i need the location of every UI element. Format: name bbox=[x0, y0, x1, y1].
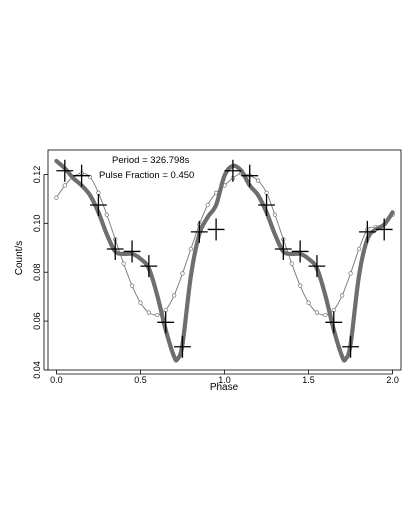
sine-model-marker bbox=[188, 246, 194, 252]
smoothed-light-curve bbox=[54, 158, 395, 363]
x-tick-label: 1.5 bbox=[302, 375, 315, 385]
plot-frame bbox=[47, 149, 402, 371]
sine-model-marker bbox=[348, 271, 353, 276]
x-tick-label: 0.5 bbox=[134, 375, 147, 385]
data-point bbox=[207, 218, 225, 241]
x-tick-label: 1.0 bbox=[218, 375, 231, 385]
data-point bbox=[224, 159, 242, 182]
sine-model-marker bbox=[155, 312, 160, 318]
sine-model-marker bbox=[121, 261, 126, 266]
sine-model-marker bbox=[297, 283, 303, 288]
sine-model-marker bbox=[314, 310, 320, 315]
data-point bbox=[241, 164, 259, 187]
data-point bbox=[258, 194, 275, 216]
data-point bbox=[140, 255, 158, 278]
sine-model-marker bbox=[289, 261, 294, 266]
y-tick-label: 0.10 bbox=[32, 215, 42, 233]
data-point bbox=[73, 164, 91, 187]
data-point bbox=[358, 220, 376, 243]
x-axis-label: Phase bbox=[210, 382, 239, 393]
sine-model-layer bbox=[54, 171, 395, 318]
data-points-layer bbox=[56, 159, 393, 358]
smooth-curve-layer bbox=[54, 158, 395, 363]
y-tick-label: 0.06 bbox=[32, 312, 42, 330]
y-tick-label: 0.12 bbox=[32, 166, 42, 184]
data-point bbox=[90, 194, 107, 216]
sine-model-marker bbox=[104, 212, 109, 217]
annotation-period: Period = 326.798s bbox=[112, 155, 190, 166]
data-point bbox=[106, 238, 124, 260]
data-point bbox=[123, 240, 141, 263]
data-point bbox=[325, 311, 343, 334]
sine-model-marker bbox=[306, 300, 311, 305]
data-point bbox=[375, 218, 393, 241]
data-point bbox=[56, 159, 74, 182]
sine-model-marker bbox=[205, 202, 210, 208]
sine-model-marker bbox=[138, 300, 143, 305]
data-point bbox=[157, 311, 175, 334]
sine-model-marker bbox=[62, 183, 67, 188]
sine-model-marker bbox=[340, 293, 345, 298]
y-tick-label: 0.04 bbox=[32, 361, 42, 379]
sine-model-marker bbox=[129, 283, 135, 288]
y-axis-label: Count/s bbox=[14, 241, 25, 275]
sine-model-marker bbox=[255, 178, 261, 183]
data-point bbox=[291, 240, 309, 263]
sine-model-marker bbox=[272, 212, 278, 217]
sine-model-marker bbox=[171, 293, 177, 298]
data-point bbox=[174, 335, 191, 358]
annotation-pulse-fraction: Pulse Fraction = 0.450 bbox=[99, 170, 194, 181]
data-point bbox=[342, 335, 359, 358]
data-point bbox=[274, 238, 292, 260]
data-point bbox=[308, 255, 326, 278]
x-tick-label: 0.0 bbox=[50, 375, 63, 385]
sine-model-marker bbox=[356, 246, 362, 252]
x-tick-label: 2.0 bbox=[386, 375, 399, 385]
sine-model-marker bbox=[146, 310, 152, 315]
sine-model-marker bbox=[54, 195, 59, 200]
data-point bbox=[190, 220, 208, 243]
sine-model-marker bbox=[323, 312, 328, 318]
sine-model-marker bbox=[180, 271, 185, 276]
y-tick-label: 0.08 bbox=[32, 263, 42, 281]
axes-layer: 0.0 0.5 1.0 1.5 2.0 0.04 0.06 0.08 0.10 0.12 bbox=[32, 149, 402, 385]
